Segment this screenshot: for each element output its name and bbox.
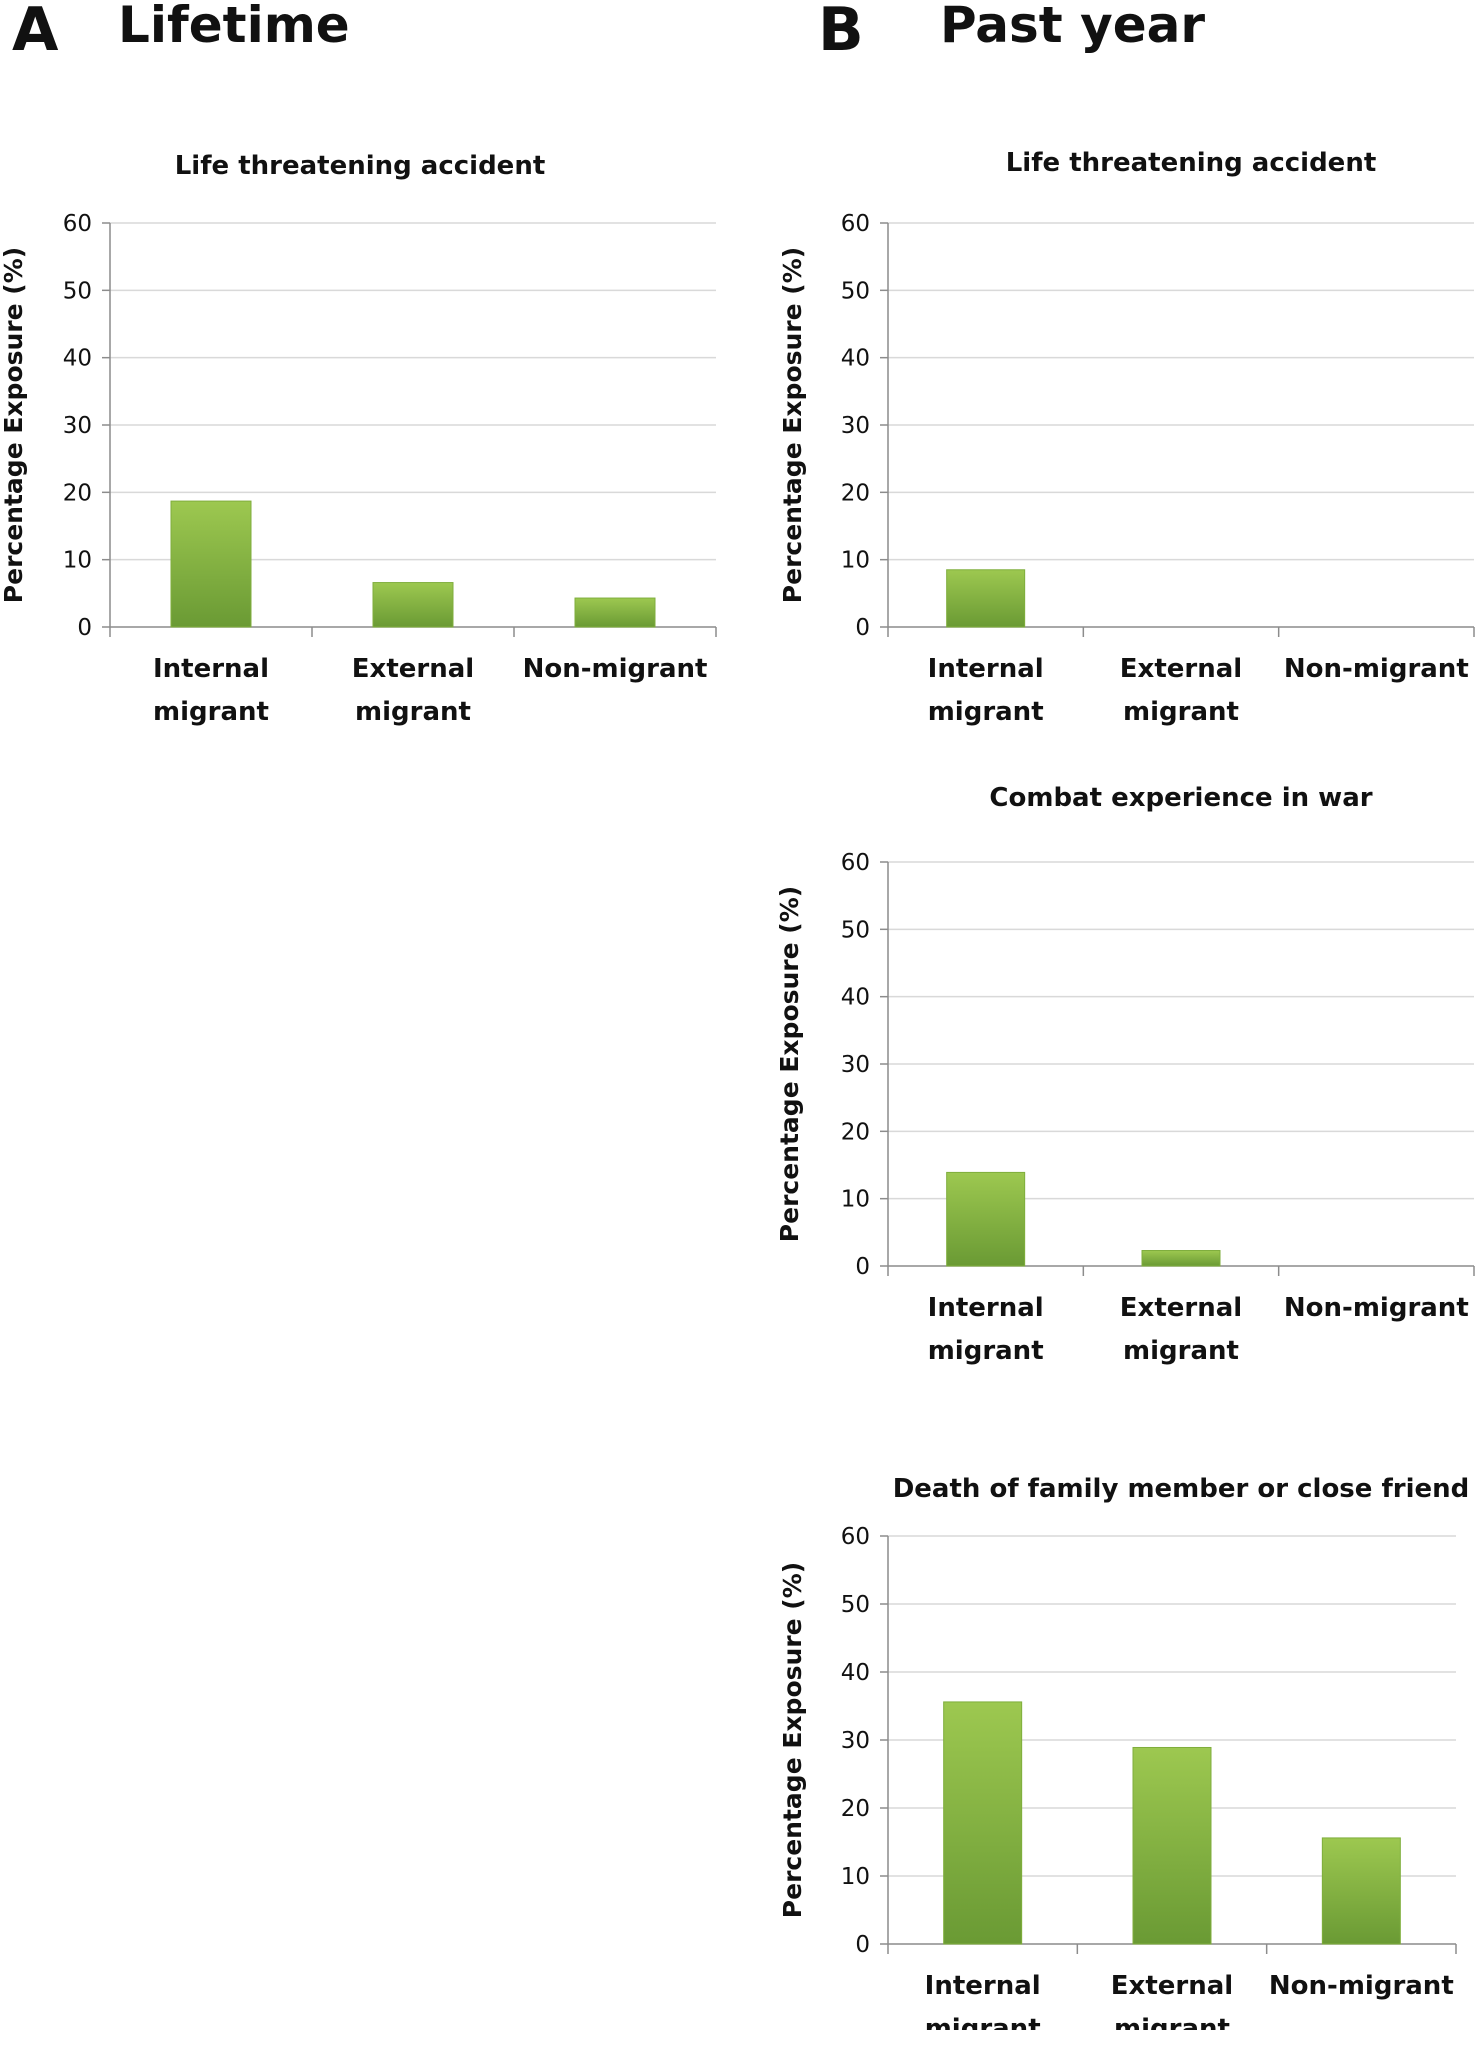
- y-tick-label: 20: [63, 480, 92, 506]
- y-tick-label: 40: [841, 1660, 870, 1686]
- y-tick-label: 30: [841, 413, 870, 439]
- y-tick-label: 30: [841, 1052, 870, 1078]
- bar: [170, 500, 252, 628]
- x-tick-label: Internal: [925, 1971, 1041, 2001]
- bar: [1321, 1837, 1401, 1945]
- bar: [946, 569, 1026, 628]
- panel-a-title: Lifetime: [118, 0, 350, 54]
- panel-b-letter: B: [818, 0, 864, 65]
- y-tick-label: 0: [855, 1932, 870, 1958]
- x-tick-label: Non-migrant: [523, 654, 708, 684]
- chart-b-death-of-family-member: Death of family member or close friend 0 1…: [778, 1474, 1470, 2030]
- y-tick-label: 50: [841, 278, 870, 304]
- y-tick-label: 0: [855, 615, 870, 641]
- bar: [946, 1171, 1026, 1267]
- x-tick-label: External: [1111, 1971, 1233, 2001]
- x-tick-label: migrant: [1114, 2014, 1230, 2030]
- bar: [943, 1701, 1023, 1945]
- y-axis-label: Percentage Exposure (%): [0, 247, 28, 603]
- x-tick-label: External: [352, 654, 474, 684]
- chart-title: Death of family member or close friend: [893, 1474, 1470, 1504]
- x-tick-label: migrant: [925, 2014, 1041, 2030]
- x-tick-label: External: [1120, 654, 1242, 684]
- x-tick-label: External: [1120, 1293, 1242, 1323]
- chart-title: Life threatening accident: [1006, 148, 1377, 178]
- y-tick-label: 10: [841, 548, 870, 574]
- x-tick-label: migrant: [1123, 697, 1239, 727]
- y-axis-label: Percentage Exposure (%): [778, 247, 807, 603]
- x-tick-label: Internal: [928, 654, 1044, 684]
- chart-a-life-threatening-accident: Life threatening accident 0 10 20 30 40 50 60 Pe…: [0, 151, 717, 727]
- bar: [372, 582, 454, 628]
- x-tick-label: Non-migrant: [1284, 1293, 1469, 1323]
- y-tick-label: 20: [841, 1796, 870, 1822]
- panel-b-title: Past year: [940, 0, 1206, 54]
- x-tick-label: migrant: [928, 697, 1044, 727]
- x-tick-label: Internal: [928, 1293, 1044, 1323]
- y-tick-label: 50: [841, 917, 870, 943]
- bar: [1132, 1746, 1212, 1945]
- y-tick-label: 20: [841, 480, 870, 506]
- y-tick-label: 0: [855, 1254, 870, 1280]
- x-tick-label: migrant: [1123, 1336, 1239, 1366]
- y-tick-label: 30: [841, 1728, 870, 1754]
- x-tick-label: Internal: [153, 654, 269, 684]
- y-tick-label: 10: [841, 1864, 870, 1890]
- y-tick-label: 50: [63, 278, 92, 304]
- x-tick-label: migrant: [355, 697, 471, 727]
- chart-b-combat-experience: Combat experience in war 0 10 20 30 40 50 60 Per…: [776, 783, 1475, 1366]
- x-tick-label: migrant: [153, 697, 269, 727]
- y-tick-label: 60: [841, 850, 870, 876]
- y-tick-label: 50: [841, 1592, 870, 1618]
- y-tick-label: 10: [63, 548, 92, 574]
- x-tick-label: migrant: [928, 1336, 1044, 1366]
- y-tick-label: 30: [63, 413, 92, 439]
- y-tick-label: 40: [841, 346, 870, 372]
- y-tick-label: 60: [63, 211, 92, 237]
- y-tick-label: 40: [63, 346, 92, 372]
- x-tick-label: Non-migrant: [1269, 1971, 1454, 2001]
- chart-title: Life threatening accident: [175, 151, 546, 181]
- panel-a-letter: A: [12, 0, 59, 65]
- bar: [574, 597, 656, 628]
- chart-b-life-threatening-accident: Life threatening accident 0 10 20 30 40 50 60 Pe…: [778, 148, 1475, 727]
- y-axis-label: Percentage Exposure (%): [778, 1562, 807, 1918]
- y-axis-label: Percentage Exposure (%): [776, 886, 804, 1242]
- y-tick-label: 60: [841, 211, 870, 237]
- bar: [1141, 1250, 1221, 1267]
- y-tick-label: 0: [77, 615, 92, 641]
- y-tick-label: 20: [841, 1119, 870, 1145]
- y-tick-label: 10: [841, 1187, 870, 1213]
- y-tick-label: 60: [841, 1524, 870, 1550]
- x-tick-label: Non-migrant: [1284, 654, 1469, 684]
- y-tick-label: 40: [841, 985, 870, 1011]
- chart-title: Combat experience in war: [989, 783, 1372, 813]
